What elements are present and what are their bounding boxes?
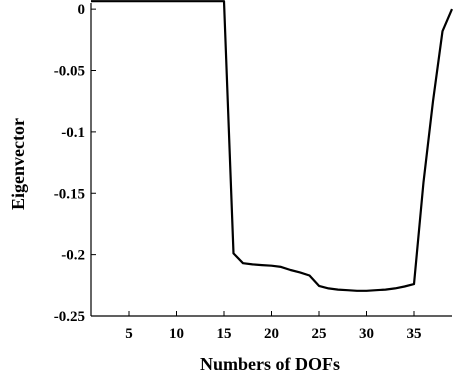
x-tick-label: 25 — [312, 326, 327, 342]
x-tick-label: 5 — [125, 326, 133, 342]
y-tick-label: 0 — [78, 2, 86, 18]
y-tick-label: -0.05 — [54, 64, 85, 80]
y-tick-label: -0.15 — [54, 186, 85, 202]
x-tick-label: 35 — [407, 326, 422, 342]
x-tick-label: 30 — [359, 326, 374, 342]
x-axis-title: Numbers of DOFs — [200, 354, 340, 374]
plot-area — [90, 0, 453, 317]
y-tick-label: -0.1 — [61, 125, 85, 141]
x-tick-label: 20 — [264, 326, 279, 342]
y-tick-label: -0.25 — [54, 309, 85, 325]
y-tick-label: -0.2 — [61, 248, 85, 264]
series-line-0 — [91, 0, 453, 292]
y-axis-ticks: 0 -0.05 -0.1 -0.15 -0.2 -0.25 — [54, 2, 96, 325]
x-tick-label: 15 — [217, 326, 232, 342]
x-tick-label: 10 — [169, 326, 184, 342]
x-axis-ticks: 5 10 15 20 25 30 35 — [125, 311, 422, 342]
y-axis-title: Eigenvector — [8, 118, 28, 210]
